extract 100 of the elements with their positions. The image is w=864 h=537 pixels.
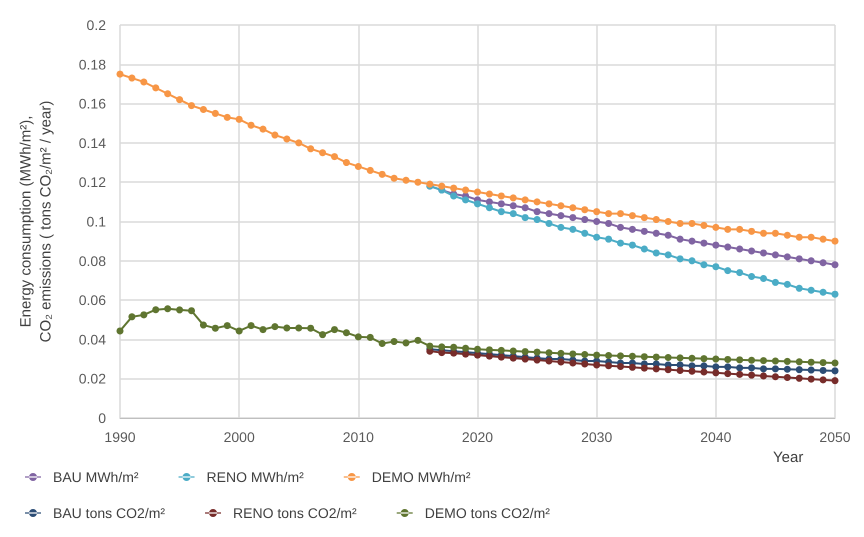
point (748, 273, 756, 280)
point (534, 216, 541, 224)
point (832, 261, 838, 268)
y-tick-label: 0.14 (78, 134, 106, 151)
point (581, 360, 588, 368)
y-axis-title: Energy consumption (MWh/m²), CO₂ emissions ( tons CO₂/m² / year) (18, 100, 54, 342)
point (676, 255, 684, 262)
legend-label: BAU tons CO2/m² (53, 505, 166, 521)
point (605, 220, 612, 227)
point (760, 249, 767, 256)
point (796, 255, 803, 262)
point (784, 374, 791, 382)
point (664, 366, 672, 374)
point (617, 363, 624, 370)
point (593, 234, 600, 241)
point (784, 366, 791, 373)
point (700, 261, 708, 268)
legend-label: RENO tons CO2/m² (233, 505, 358, 521)
y-tick-label: 0.18 (78, 56, 106, 72)
point (700, 362, 708, 370)
point (736, 246, 744, 253)
point (546, 220, 552, 227)
y-tick-label: 0.16 (78, 96, 106, 112)
y-tick-label: 0.12 (78, 174, 106, 190)
point (462, 196, 470, 204)
point (688, 238, 696, 245)
point (784, 253, 791, 260)
y-tick-label: 0.04 (78, 331, 106, 348)
legend-label: DEMO tons CO2/m² (424, 505, 550, 521)
x-tick-label: 1990 (104, 429, 136, 445)
point (712, 369, 720, 376)
point (569, 226, 576, 233)
y-tick-label: 0.2 (86, 17, 106, 33)
point (522, 214, 529, 222)
point (593, 361, 600, 368)
point (748, 372, 756, 379)
point (760, 274, 767, 282)
point (498, 200, 505, 208)
point (652, 230, 660, 237)
x-tick-label: 2010 (342, 429, 374, 445)
legend-label: BAU MWh/m² (53, 469, 139, 485)
point (664, 251, 672, 258)
point (676, 366, 684, 374)
point (724, 267, 732, 274)
point (640, 228, 648, 235)
point (772, 365, 779, 372)
point (748, 247, 756, 254)
point (712, 263, 720, 270)
point (498, 208, 505, 216)
point (808, 257, 815, 264)
point (569, 359, 576, 366)
point (617, 224, 624, 231)
point (808, 286, 815, 294)
point (832, 367, 838, 374)
point (820, 376, 827, 384)
point (736, 269, 744, 276)
y-tick-label: 0.1 (86, 214, 106, 230)
legend-label: DEMO MWh/m² (372, 469, 471, 485)
point (676, 236, 684, 243)
point (784, 280, 791, 288)
point (640, 364, 648, 372)
point (736, 364, 744, 372)
point (712, 242, 720, 249)
point (748, 364, 756, 372)
legend-label: RENO MWh/m² (206, 469, 304, 485)
point (724, 370, 732, 378)
y-tick-label: 0 (98, 410, 106, 426)
point (808, 366, 815, 374)
point (832, 290, 838, 298)
point (628, 242, 636, 249)
y-tick-label: 0.06 (78, 292, 106, 308)
point (652, 249, 660, 256)
point (557, 224, 564, 231)
point (760, 372, 767, 380)
point (557, 212, 564, 220)
y-tick-label: 0.08 (78, 252, 106, 269)
point (760, 365, 767, 372)
point (664, 232, 672, 239)
y-tick-label: 0.02 (78, 370, 106, 387)
point (724, 244, 732, 251)
point (688, 257, 696, 264)
x-tick-label: 2020 (462, 429, 494, 445)
point (534, 208, 541, 216)
point (628, 364, 636, 371)
point (486, 204, 493, 212)
point (796, 284, 803, 292)
point (688, 368, 696, 375)
point (724, 363, 732, 370)
point (820, 259, 827, 266)
point (820, 366, 827, 374)
point (546, 210, 552, 218)
point (808, 376, 815, 383)
point (569, 214, 576, 222)
point (640, 246, 648, 253)
point (617, 240, 624, 247)
x-tick-label: 2030 (581, 429, 612, 445)
point (796, 374, 803, 382)
point (700, 240, 708, 247)
point (772, 278, 779, 286)
point (736, 370, 744, 378)
